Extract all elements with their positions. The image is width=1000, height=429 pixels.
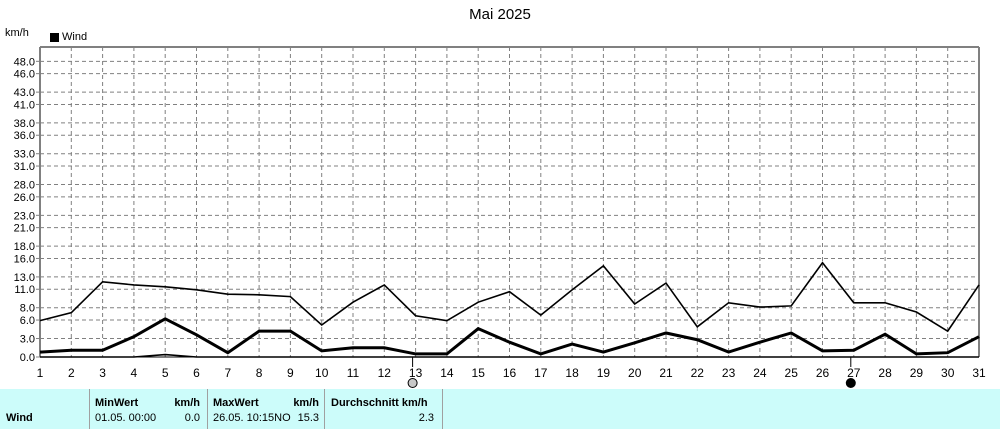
series-line [40,353,979,358]
chart-title: Mai 2025 [469,6,531,23]
y-tick-label: 3.0 [20,334,35,346]
x-tick-label: 11 [347,366,360,380]
legend-label: Wind [62,31,88,43]
x-tick-label: 25 [785,366,799,380]
y-tick-label: 13.0 [14,272,35,284]
x-tick-label: 23 [722,366,736,380]
x-tick-label: 18 [565,366,579,380]
y-tick-label: 8.0 [20,303,35,315]
max-datetime: 26.05. 10:15NO [213,412,291,424]
x-tick-label: 28 [878,366,892,380]
x-tick-label: 10 [315,366,329,380]
x-tick-label: 26 [816,366,830,380]
min-datetime: 01.05. 00:00 [95,412,157,424]
series-line [39,317,980,356]
avg-value: 2.3 [418,412,434,424]
min-header: MinWert [95,397,139,409]
x-tick-label: 2 [68,366,75,380]
y-tick-label: 6.0 [20,315,35,327]
x-tick-label: 20 [628,366,642,380]
x-tick-label: 13 [409,366,423,380]
y-tick-label: 48.0 [14,56,35,68]
x-tick-label: 30 [941,366,955,380]
new-moon-icon [845,378,856,388]
y-tick-label: 0.0 [20,352,35,364]
legend-swatch [50,32,59,42]
max-value: 15.3 [297,412,319,424]
x-tick-label: 6 [193,366,200,380]
x-tick-label: 3 [99,366,106,380]
x-tick-label: 12 [378,366,392,380]
x-tick-label: 16 [503,366,517,380]
summary-table: Wind MinWert km/h 01.05. 00:00 0.0 MaxWe… [0,389,1000,429]
x-tick-label: 8 [256,366,263,380]
y-tick-label: 46.0 [14,69,35,81]
x-tick-label: 7 [224,366,231,380]
avg-cell: Durchschnitt km/h 2.3 [324,389,443,429]
series-line [39,261,980,333]
max-header: MaxWert [213,397,259,409]
plot-area: 0.0 3.0 6.08.0 11.013.0 16.018.0 21.023.0 26.0… [14,46,986,388]
y-tick-label: 33.0 [14,149,35,161]
y-tick-label: 26.0 [14,192,35,204]
x-tick-label: 14 [440,366,454,380]
y-tick-label: 18.0 [14,241,35,253]
x-tick-label: 5 [162,366,169,380]
y-tick-label: 11.0 [14,284,35,296]
x-tick-label: 27 [847,366,861,380]
y-axis-unit: km/h [5,27,29,39]
min-value: 0.0 [184,412,200,424]
x-tick-label: 19 [597,366,611,380]
x-tick-label: 24 [753,366,767,380]
y-tick-label: 16.0 [14,253,35,265]
x-tick-label: 31 [972,366,986,380]
full-moon-icon [407,378,418,388]
summary-row-label: Wind [6,412,33,424]
x-tick-label: 22 [691,366,705,380]
x-tick-label: 1 [37,366,44,380]
x-tick-label: 21 [659,366,673,380]
y-tick-label: 38.0 [14,118,35,130]
avg-header: Durchschnitt km/h [331,397,428,409]
y-tick-label: 21.0 [14,223,35,235]
x-tick-label: 4 [131,366,138,380]
x-tick-label: 29 [910,366,924,380]
max-cell: MaxWert km/h 26.05. 10:15NO 15.3 [207,389,325,429]
min-cell: MinWert km/h 01.05. 00:00 0.0 [89,389,208,429]
max-unit: km/h [293,397,319,409]
legend: Wind [50,31,87,43]
y-tick-label: 36.0 [14,130,35,142]
y-tick-label: 23.0 [14,210,35,222]
x-tick-label: 17 [534,366,548,380]
x-tick-label: 15 [472,366,486,380]
x-tick-label: 9 [287,366,294,380]
y-tick-label: 41.0 [14,99,35,111]
min-unit: km/h [174,397,200,409]
y-tick-label: 28.0 [14,180,35,192]
y-tick-label: 31.0 [14,161,35,173]
wind-chart: Mai 2025 km/h Wind 0.0 3.0 6.0 8.0 11.0 13.0 1… [5,6,986,388]
y-tick-label: 43.0 [14,87,35,99]
